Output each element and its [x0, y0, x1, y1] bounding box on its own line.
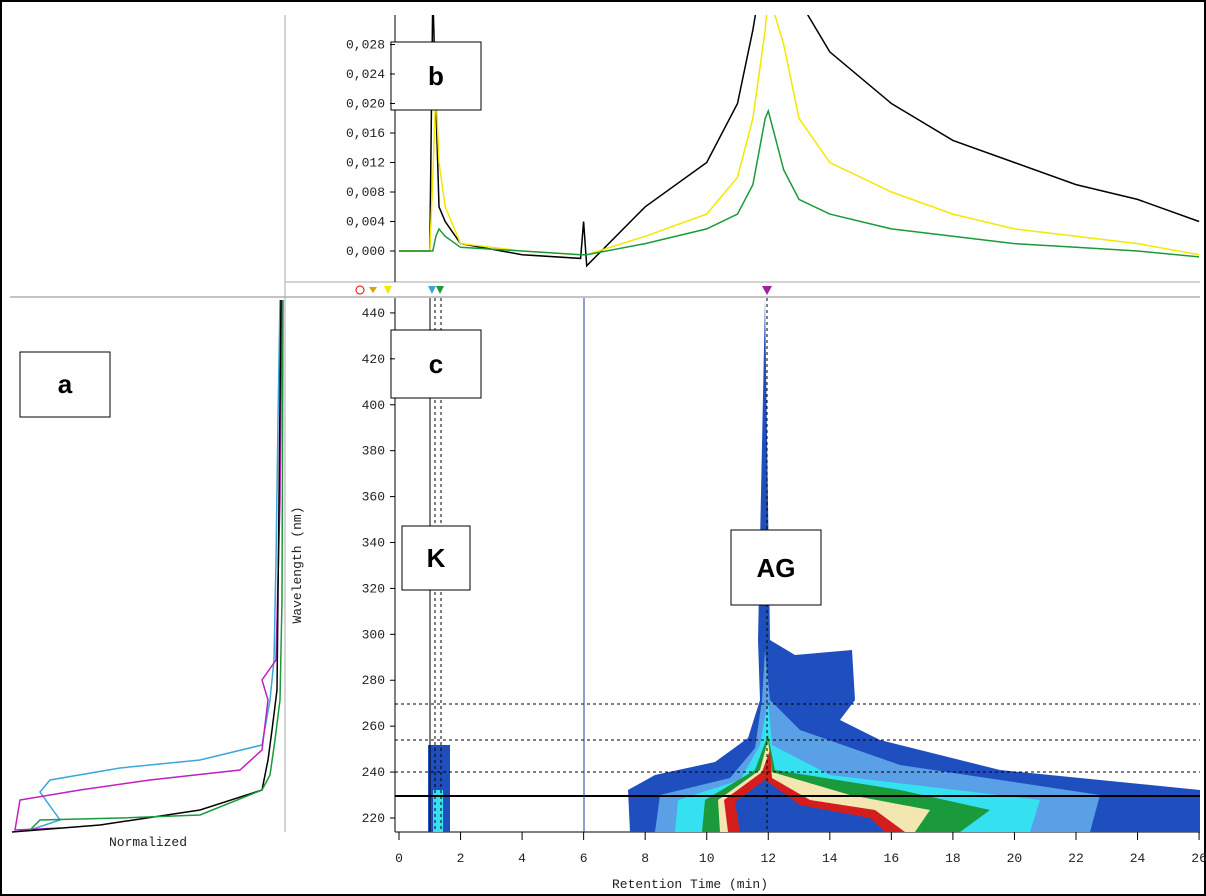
annotation: AG [757, 553, 796, 583]
annotation: K [427, 543, 446, 573]
annotation: c [429, 349, 443, 379]
annotation: b [428, 61, 444, 91]
x-tick-label: 22 [1068, 851, 1084, 866]
annotation: a [58, 369, 73, 399]
x-axis-label: Retention Time (min) [612, 877, 768, 892]
y-tick-label: 0,004 [346, 215, 385, 230]
spectra [11, 299, 284, 833]
x-axis-label: Normalized [109, 835, 187, 850]
spectrum-curve [14, 299, 283, 831]
x-tick-label: 4 [518, 851, 526, 866]
y-tick-label: 220 [362, 811, 385, 826]
marker [369, 287, 377, 293]
spectrum-curve [29, 299, 284, 831]
y-tick-label: 0,020 [346, 97, 385, 112]
y-tick-label: 380 [362, 444, 385, 459]
y-axis-label: Wavelength (nm) [290, 506, 305, 623]
marker [355, 285, 365, 295]
x-tick-label: 8 [641, 851, 649, 866]
y-tick-label: 420 [362, 352, 385, 367]
x-tick-label: 6 [580, 851, 588, 866]
contour-level [735, 780, 885, 832]
y-tick-label: 360 [362, 490, 385, 505]
y-tick-label: 0,016 [346, 126, 385, 141]
x-tick-label: 14 [822, 851, 838, 866]
x-tick-label: 2 [457, 851, 465, 866]
annotation-box [19, 351, 111, 418]
y-tick-label: 280 [362, 673, 385, 688]
annotation-box [390, 41, 482, 111]
x-tick-label: 20 [1007, 851, 1023, 866]
x-tick-label: 18 [945, 851, 961, 866]
markers [355, 285, 772, 295]
chromatogram [399, 15, 1200, 268]
y-tick-label: 340 [362, 536, 385, 551]
x-tick-label: 24 [1130, 851, 1146, 866]
y-tick-label: 320 [362, 581, 385, 596]
y-tick-label: 0,028 [346, 38, 385, 53]
annotation-box [390, 329, 482, 399]
x-tick-label: 10 [699, 851, 715, 866]
marker [428, 286, 436, 294]
contour-level [628, 298, 1200, 832]
y-tick-label: 0,024 [346, 67, 385, 82]
marker [762, 286, 772, 295]
spectrum-curve [11, 299, 282, 833]
y-tick-label: 0,012 [346, 156, 385, 171]
y-tick-label: 240 [362, 765, 385, 780]
series-line [399, 15, 1200, 256]
y-tick-label: 300 [362, 627, 385, 642]
x-tick-label: 16 [884, 851, 900, 866]
x-tick-label: 12 [760, 851, 776, 866]
annotation-box [730, 529, 822, 606]
contour-level [433, 790, 443, 832]
marker [436, 286, 444, 294]
series-line [399, 108, 1200, 258]
y-tick-label: 260 [362, 719, 385, 734]
y-tick-label: 0,008 [346, 185, 385, 200]
y-tick-label: 400 [362, 398, 385, 413]
annotations: a b c K AG [19, 41, 822, 606]
y-tick-label: 0,000 [346, 244, 385, 259]
annotation-box [401, 525, 471, 591]
series-line [399, 15, 1200, 268]
contour-map [395, 298, 1200, 832]
x-tick-label: 26 [1191, 851, 1206, 866]
y-tick-label: 440 [362, 306, 385, 321]
x-tick-label: 0 [395, 851, 403, 866]
marker [384, 286, 392, 294]
